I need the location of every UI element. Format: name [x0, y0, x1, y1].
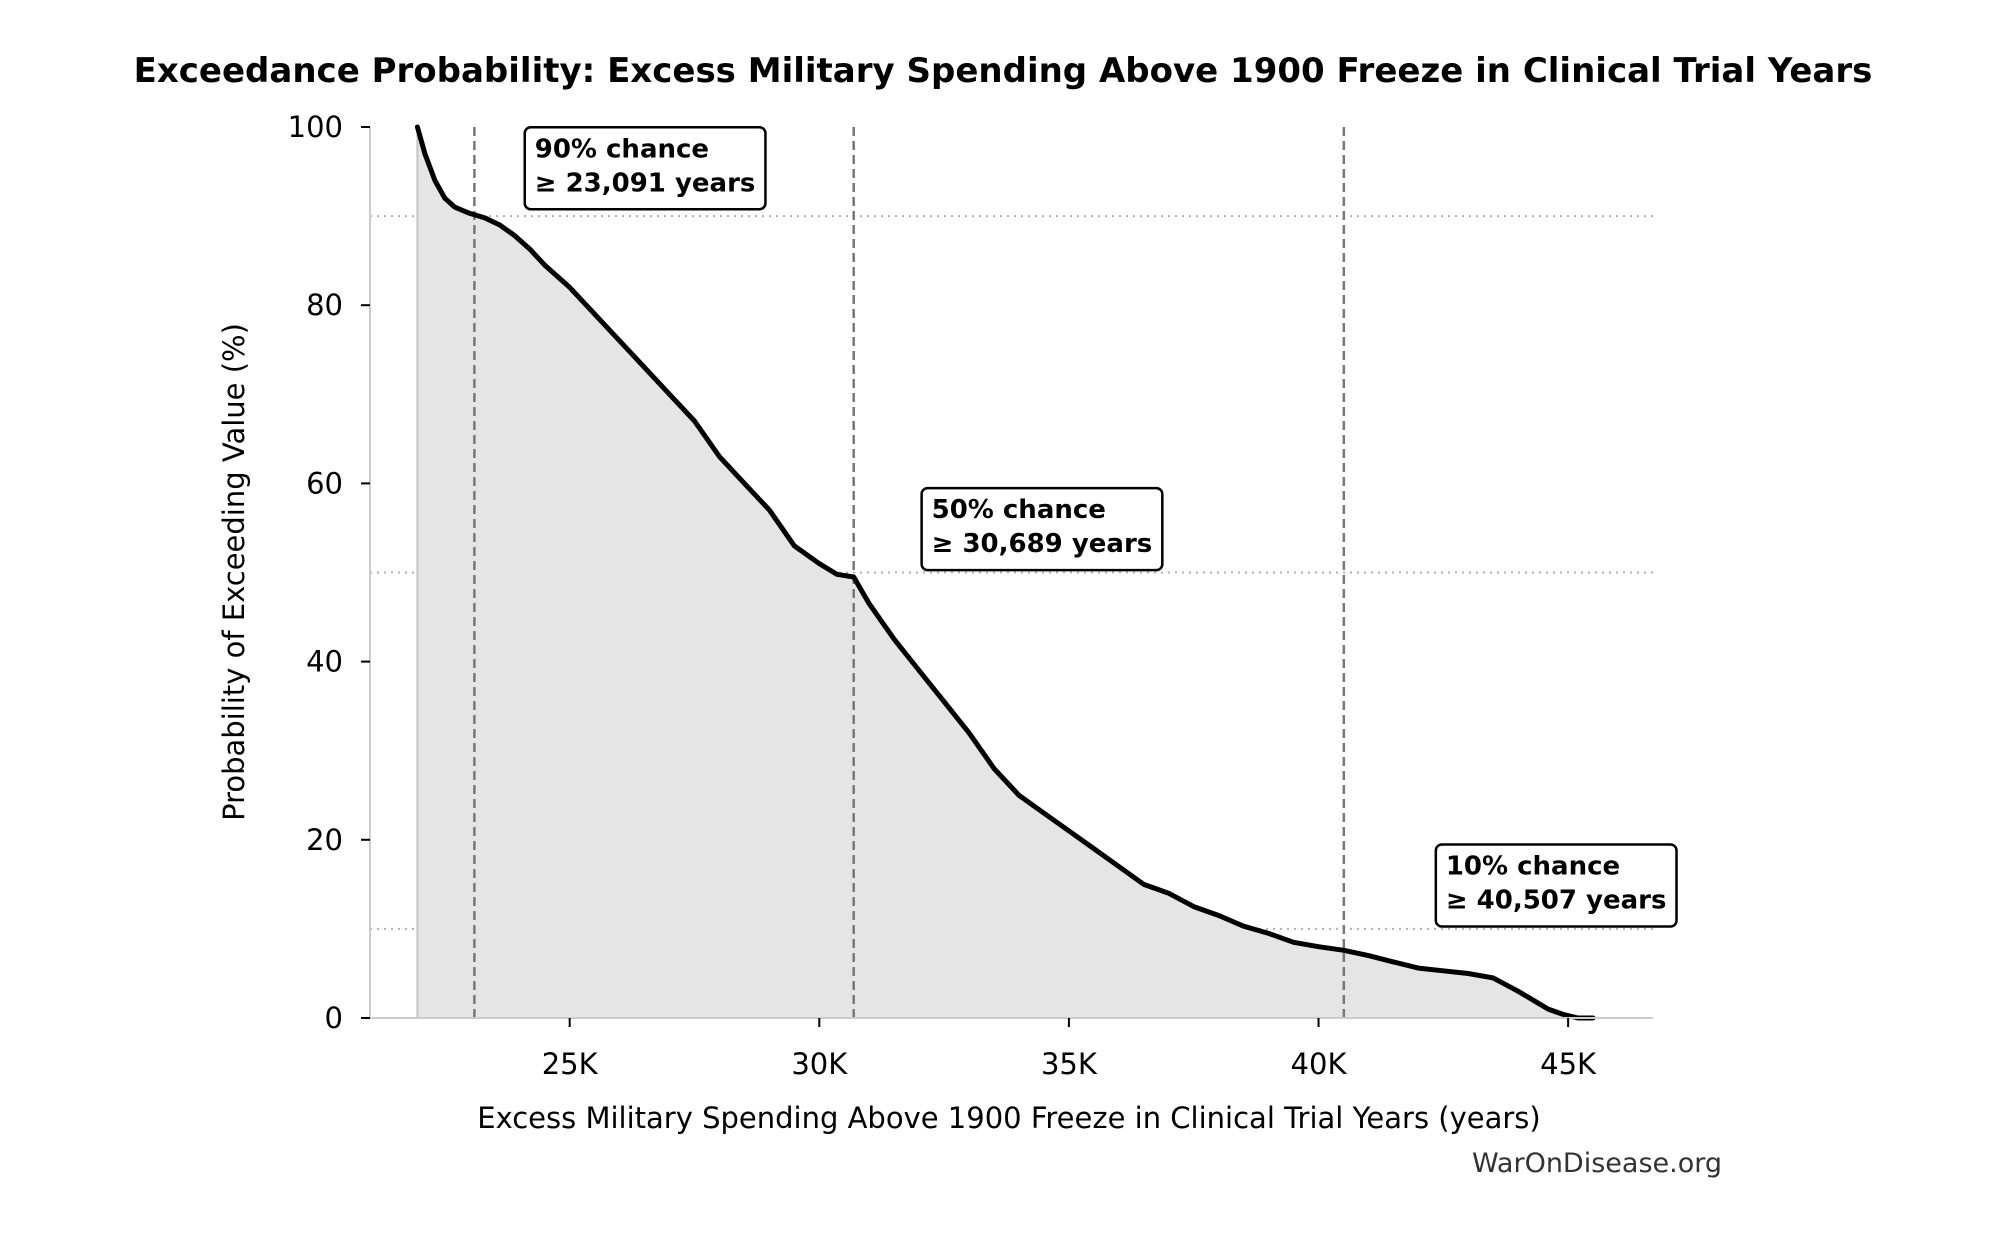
- annotation-frame: [1434, 843, 1678, 928]
- y-axis-label: Probability of Exceeding Value (%): [217, 323, 251, 821]
- x-tick-label: 25K: [542, 1047, 599, 1081]
- annotation-line-1: 10% chance: [1446, 852, 1620, 882]
- x-axis-ticks: 25K 30K 35K 40K 45K: [542, 1018, 1597, 1081]
- annotation-box: 90% chance ≥ 23,091 years: [523, 126, 767, 211]
- y-tick-label: 100: [288, 110, 343, 144]
- x-tick-label: 45K: [1540, 1047, 1597, 1081]
- plot-area: 25K 30K 35K 40K 45K 0 20 40 60 80 100 90% chance ≥…: [288, 110, 1678, 1081]
- annotation-line-2: ≥ 30,689 years: [932, 529, 1153, 559]
- annotation-line-2: ≥ 23,091 years: [535, 168, 756, 198]
- y-axis-ticks: 0 20 40 60 80 100: [288, 110, 370, 1035]
- chart-title: Exceedance Probability: Excess Military …: [134, 51, 1873, 91]
- annotation-line-2: ≥ 40,507 years: [1446, 886, 1667, 916]
- x-tick-label: 30K: [791, 1047, 848, 1081]
- vertical-reference-lines: [473, 127, 1346, 1018]
- y-tick-label: 40: [306, 645, 343, 679]
- y-tick-label: 60: [306, 466, 343, 500]
- annotation-box: 50% chance ≥ 30,689 years: [920, 486, 1164, 572]
- x-axis-label: Excess Military Spending Above 1900 Free…: [477, 1101, 1540, 1135]
- annotations: 90% chance ≥ 23,091 years 50% chance ≥ 30,6…: [523, 126, 1678, 928]
- annotation-box: 10% chance ≥ 40,507 years: [1434, 843, 1678, 928]
- x-tick-label: 35K: [1041, 1047, 1098, 1081]
- y-tick-label: 80: [306, 288, 343, 322]
- annotation-line-1: 90% chance: [535, 134, 709, 164]
- exceedance-curve: [414, 124, 1596, 1021]
- y-tick-label: 0: [325, 1001, 343, 1035]
- annotation-frame: [920, 486, 1164, 572]
- exceedance-area-fill: [417, 127, 1594, 1018]
- annotation-line-1: 50% chance: [932, 495, 1106, 525]
- annotation-frame: [523, 126, 767, 211]
- x-tick-label: 40K: [1291, 1047, 1348, 1081]
- watermark: WarOnDisease.org: [1472, 1148, 1722, 1179]
- y-tick-label: 20: [306, 823, 343, 857]
